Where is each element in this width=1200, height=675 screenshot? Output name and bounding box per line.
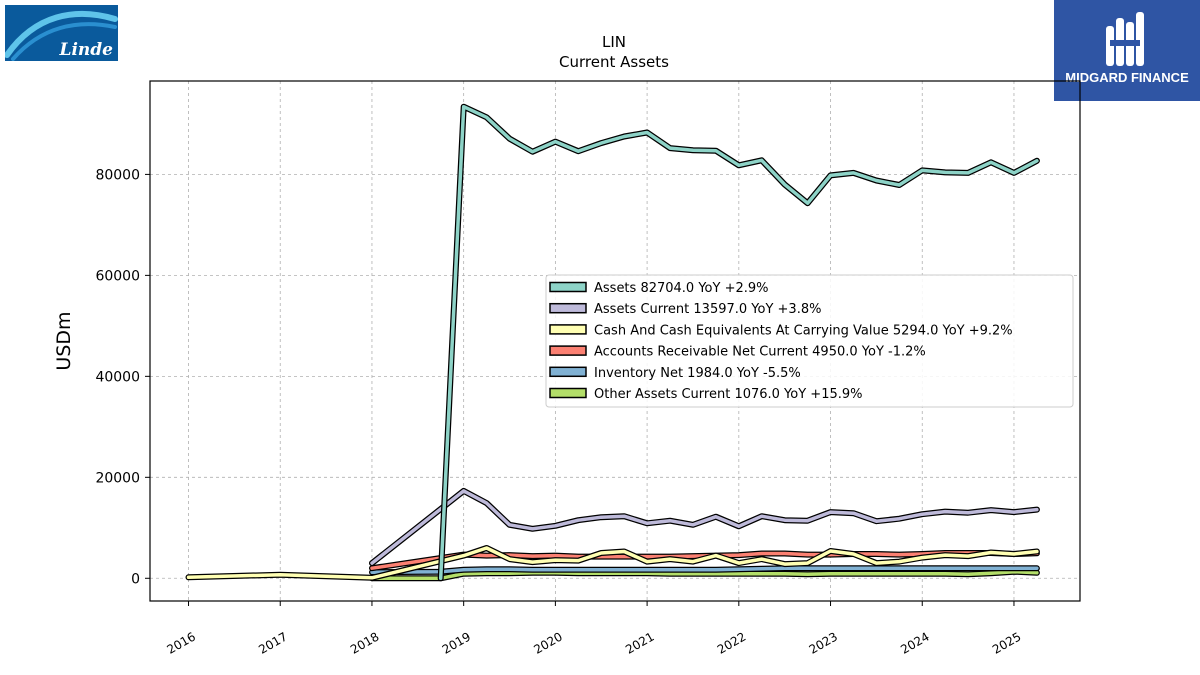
y-axis-label: USDm [53,311,75,370]
x-tick-label: 2022 [715,629,748,656]
linde-logo-graphic: Linde [5,10,118,61]
series-line [438,104,1039,581]
legend-swatch [549,366,587,378]
x-tick-label: 2020 [531,629,564,656]
midgard-logo-graphic: MIDGARD FINANCE [1065,12,1189,85]
legend-swatch [549,324,587,335]
series-line [370,566,1039,574]
legend-label: Other Assets Current 1076.0 YoY +15.9% [594,387,863,402]
chart-title: LIN [602,33,626,51]
x-tick-label: 2016 [165,629,198,656]
midgard-finance-logo: MIDGARD FINANCE [1054,0,1200,101]
chart-subtitle: Current Assets [559,53,669,71]
legend-label: Cash And Cash Equivalents At Carrying Va… [594,323,1013,338]
legend-label: Inventory Net 1984.0 YoY -5.5% [594,366,801,381]
linde-logo: Linde [5,5,118,61]
legend-label: Accounts Receivable Net Current 4950.0 Y… [594,345,926,360]
series-lines [185,103,1040,582]
x-tick-label: 2018 [348,629,381,656]
legend-box [545,274,1074,408]
y-tick-label: 0 [131,571,140,587]
midgard-logo-text: MIDGARD FINANCE [1065,70,1189,85]
y-tick-label: 20000 [95,470,140,486]
legend-swatch [549,345,587,356]
x-tick-label: 2025 [990,629,1023,656]
y-tick-label: 40000 [95,369,140,385]
x-tick-label: 2017 [256,629,289,656]
x-tick-label: 2023 [807,629,840,656]
plot-frame [149,80,1081,602]
legend-swatch [549,387,587,399]
x-tick-label: 2021 [623,629,656,656]
legend-label: Assets 82704.0 YoY +2.9% [594,281,769,296]
x-tick-label: 2019 [440,629,473,656]
x-tick-label: 2024 [898,629,931,656]
series-line [370,569,1039,581]
axes: 0 20000 40000 60000 80000 2016 2017 2018 2019 202… [95,167,1023,656]
legend-label: Assets Current 13597.0 YoY +3.8% [594,302,821,317]
y-tick-label: 80000 [95,167,140,183]
y-tick-label: 60000 [95,268,140,284]
linde-logo-text: Linde [59,40,114,60]
series-line [186,546,1039,580]
legend: Assets 82704.0 YoY +2.9% Assets Current 1… [545,274,1074,408]
legend-swatch [549,281,587,293]
series-line [370,489,1039,565]
legend-swatch [549,302,587,314]
